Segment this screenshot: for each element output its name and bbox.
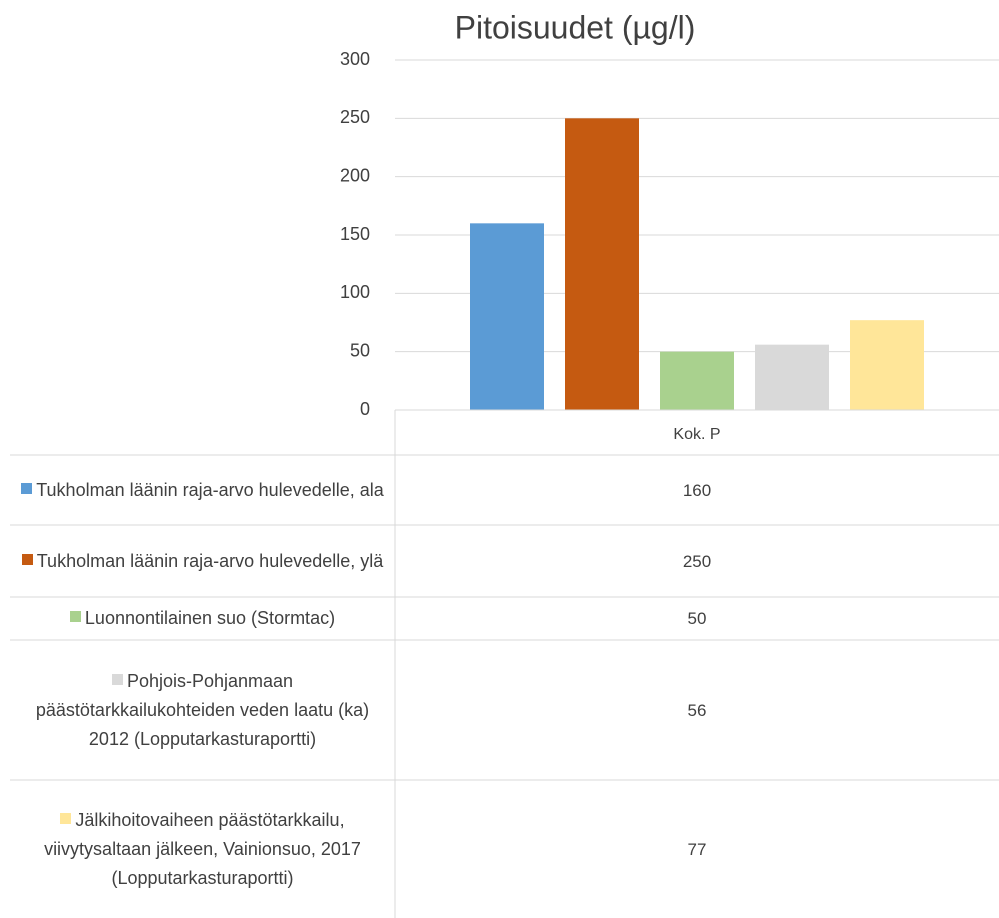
- legend-cell: Tukholman läänin raja-arvo hulevedelle, …: [10, 525, 395, 597]
- legend-cell: Luonnontilainen suo (Stormtac): [10, 597, 395, 640]
- legend-entry: Luonnontilainen suo (Stormtac): [69, 604, 336, 633]
- legend-key: [21, 482, 33, 494]
- table-value: 50: [687, 609, 707, 628]
- y-tick-label: 200: [340, 165, 370, 185]
- legend-label: Tukholman läänin raja-arvo hulevedelle, …: [36, 479, 384, 500]
- table-value: 77: [687, 839, 707, 859]
- legend-label: Luonnontilainen suo (Stormtac): [84, 608, 336, 628]
- y-tick-label: 300: [340, 49, 370, 69]
- legend-entry: Pohjois-Pohjanmaan päästötarkkailukohtei…: [14, 667, 391, 754]
- legend-label: Jälkihoitovaiheen päästötarkkailu, viivy…: [44, 809, 361, 888]
- legend-entry: Tukholman läänin raja-arvo hulevedelle, …: [21, 476, 384, 505]
- legend-key: [69, 611, 81, 622]
- y-tick-label: 50: [350, 340, 370, 360]
- bar: [850, 320, 924, 410]
- bar: [755, 344, 829, 410]
- y-tick-label: 0: [360, 399, 370, 419]
- bar: [565, 118, 639, 410]
- table-value: 56: [687, 700, 707, 720]
- x-tick-label: Kok. P: [673, 426, 720, 443]
- table-value: 250: [682, 551, 712, 571]
- bar: [470, 223, 544, 410]
- y-tick-label: 150: [340, 224, 370, 244]
- chart-title: Pitoisuudet (µg/l): [455, 9, 696, 45]
- legend-cell: Jälkihoitovaiheen päästötarkkailu, viivy…: [10, 780, 395, 918]
- legend-key: [111, 673, 123, 685]
- legend-key: [60, 812, 72, 824]
- y-tick-label: 250: [340, 107, 370, 127]
- legend-entry: Tukholman läänin raja-arvo hulevedelle, …: [21, 547, 384, 576]
- bar: [660, 351, 734, 410]
- legend-label: Pohjois-Pohjanmaan päästötarkkailukohtei…: [35, 670, 370, 749]
- legend-label: Tukholman läänin raja-arvo hulevedelle, …: [36, 550, 384, 571]
- legend-entry: Jälkihoitovaiheen päästötarkkailu, viivy…: [14, 806, 391, 893]
- legend-key: [21, 553, 33, 565]
- legend-cell: Pohjois-Pohjanmaan päästötarkkailukohtei…: [10, 640, 395, 780]
- table-value: 160: [682, 480, 712, 500]
- legend-cell: Tukholman läänin raja-arvo hulevedelle, …: [10, 455, 395, 525]
- y-tick-label: 100: [340, 282, 370, 302]
